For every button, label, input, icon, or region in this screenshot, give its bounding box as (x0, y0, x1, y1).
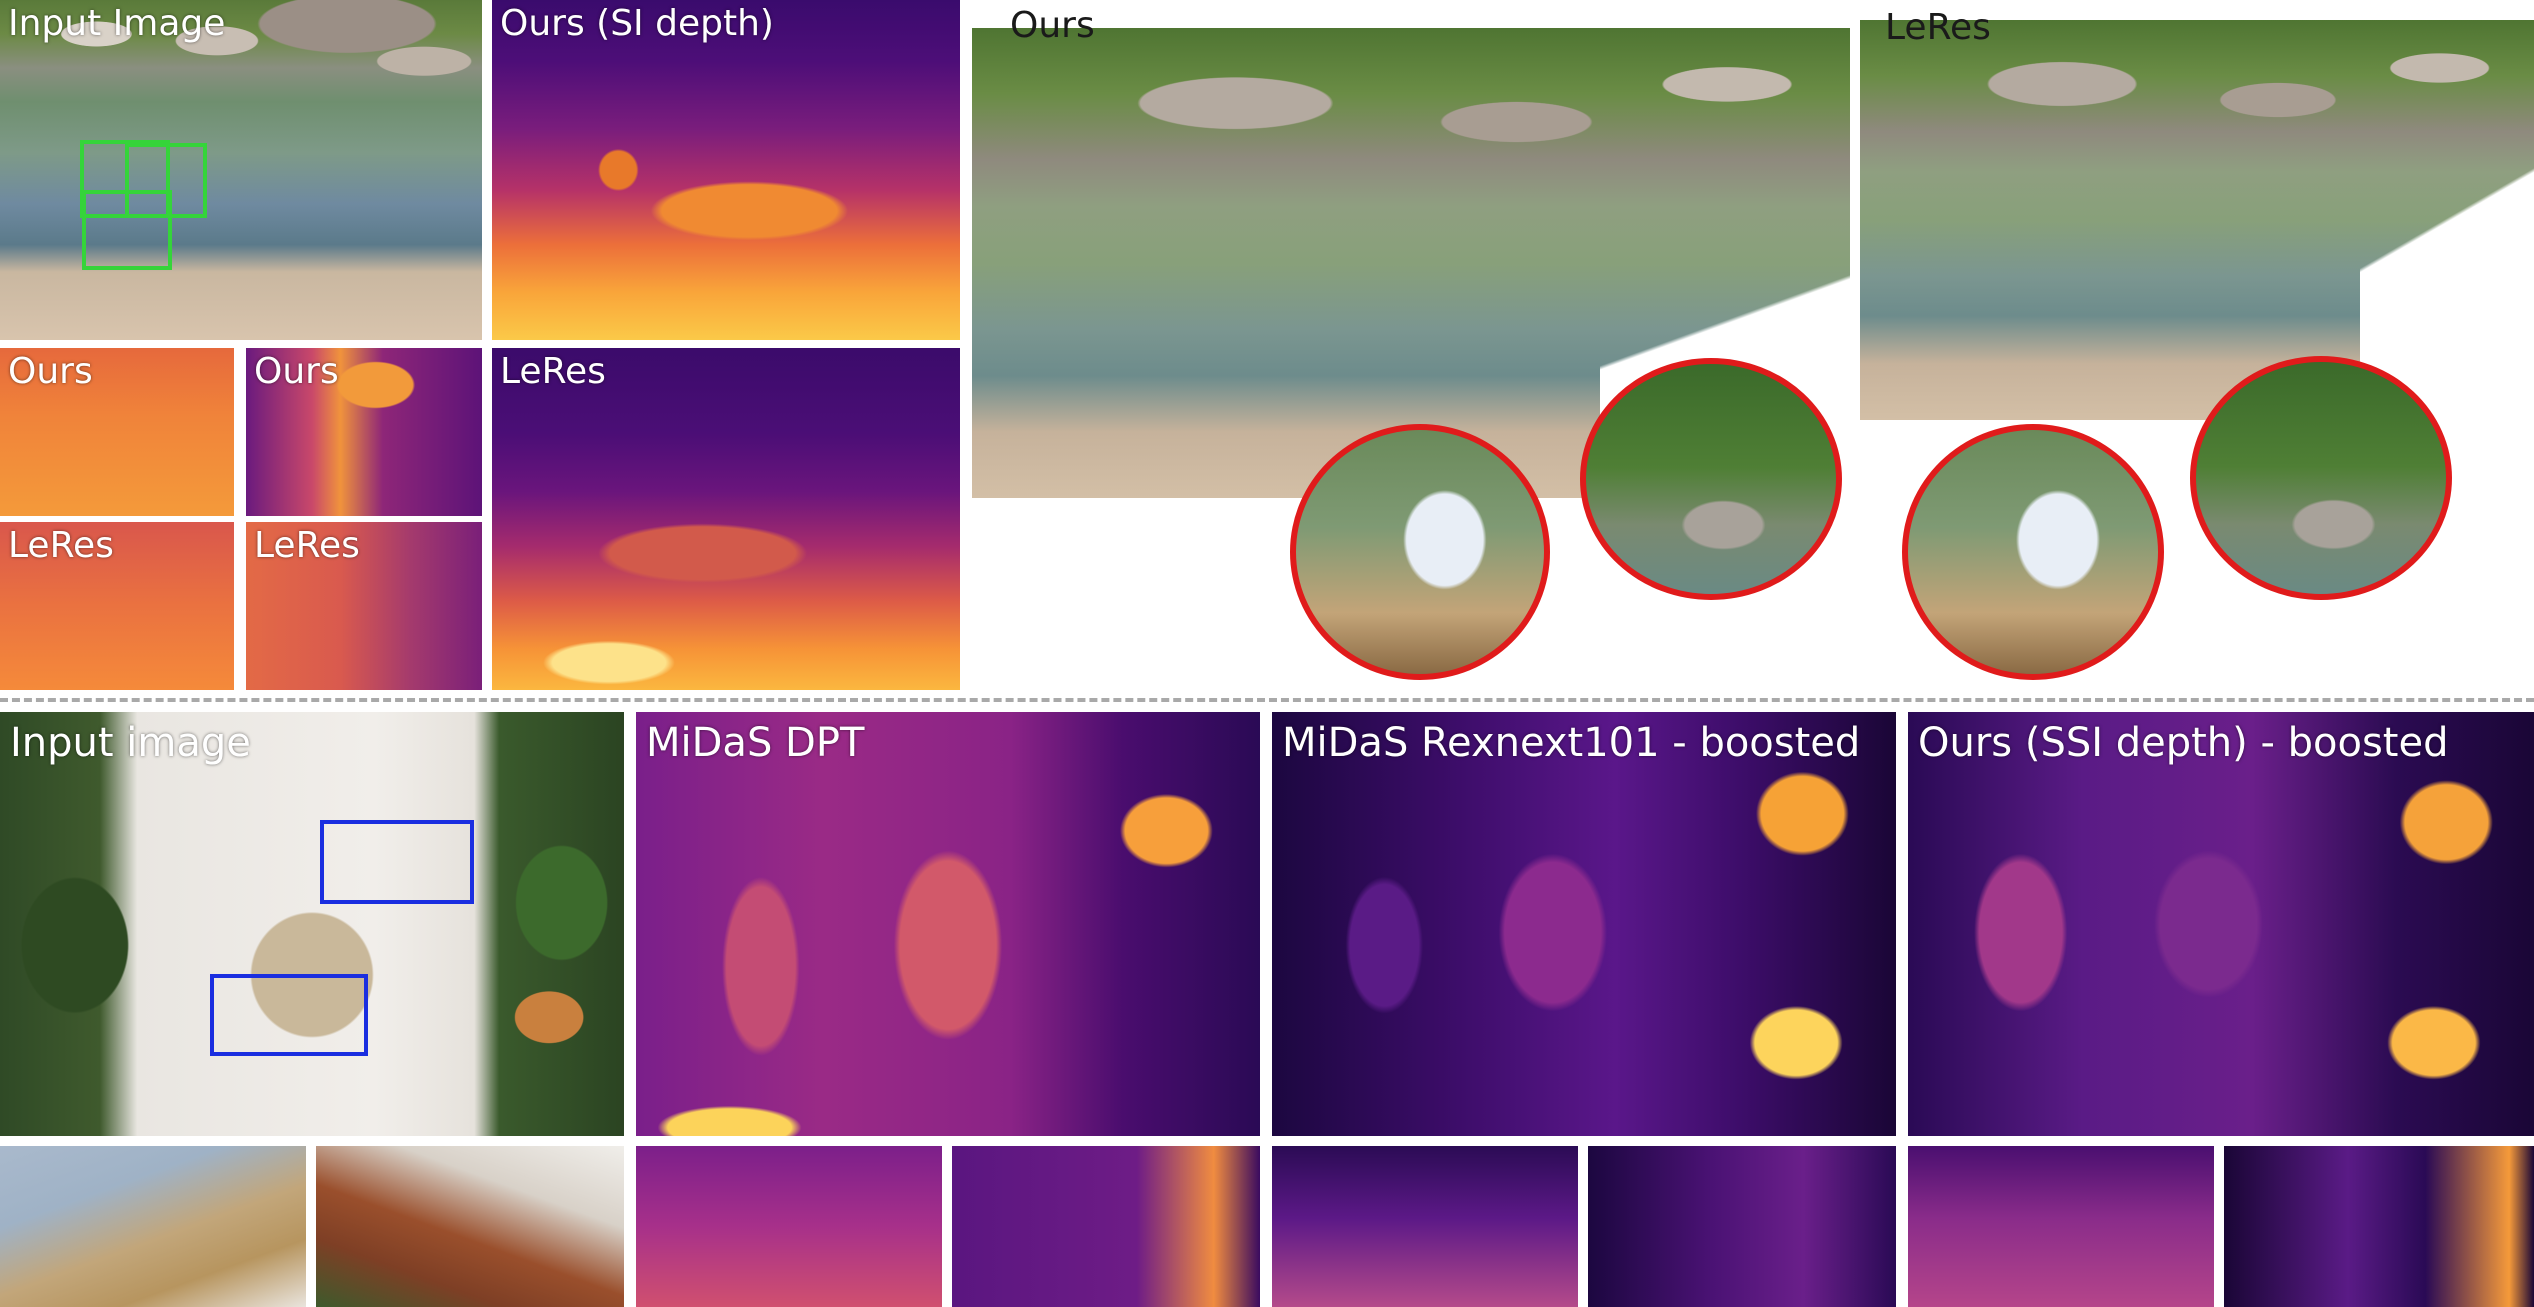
crop-leres-2: LeRes (246, 522, 482, 690)
section-separator (0, 698, 2534, 702)
leres-depth-label: LeRes (500, 351, 606, 392)
zoom-circle-ours-person (1290, 424, 1550, 680)
crop-ours-2-label: Ours (254, 351, 339, 392)
leres-depth-map: LeRes (492, 348, 960, 690)
highlight-box-green-2 (125, 143, 207, 218)
highlight-box-blue-1 (320, 820, 474, 904)
zoom-circle-leres-person (1902, 424, 2164, 680)
si-depth-label: Ours (SI depth) (500, 3, 774, 44)
crop-ours-1: Ours (0, 348, 234, 516)
point-cloud-leres-label: LeRes (1885, 7, 1991, 48)
input-crop-1 (0, 1146, 306, 1307)
highlight-box-blue-2 (210, 974, 368, 1056)
midas-dpt-label: MiDaS DPT (646, 720, 865, 766)
point-cloud-ours-label: Ours (1010, 5, 1095, 46)
input-image-room: Input image (0, 712, 624, 1136)
input-image-room-label: Input image (10, 720, 251, 766)
midas-rexnext-depth-map: MiDaS Rexnext101 - boosted (1272, 712, 1896, 1136)
rexnext-crop-2 (1588, 1146, 1896, 1307)
midas-crop-2 (952, 1146, 1260, 1307)
ssi-crop-2 (2224, 1146, 2534, 1307)
crop-ours-2: Ours (246, 348, 482, 516)
crop-leres-1-label: LeRes (8, 525, 114, 566)
crop-leres-2-label: LeRes (254, 525, 360, 566)
zoom-circle-leres-rocks (2190, 356, 2452, 600)
crop-leres-1: LeRes (0, 522, 234, 690)
midas-crop-1 (636, 1146, 942, 1307)
ours-ssi-depth-map: Ours (SSI depth) - boosted (1908, 712, 2534, 1136)
rexnext-crop-1 (1272, 1146, 1578, 1307)
highlight-box-green-3 (82, 190, 172, 270)
input-image-label: Input Image (8, 3, 226, 44)
midas-rexnext-label: MiDaS Rexnext101 - boosted (1282, 720, 1861, 766)
midas-dpt-depth-map: MiDaS DPT (636, 712, 1260, 1136)
zoom-circle-ours-rocks (1580, 358, 1842, 600)
crop-ours-1-label: Ours (8, 351, 93, 392)
si-depth-map: Ours (SI depth) (492, 0, 960, 340)
input-image-river: Input Image (0, 0, 482, 340)
ours-ssi-label: Ours (SSI depth) - boosted (1918, 720, 2449, 766)
input-crop-2 (316, 1146, 624, 1307)
ssi-crop-1 (1908, 1146, 2214, 1307)
